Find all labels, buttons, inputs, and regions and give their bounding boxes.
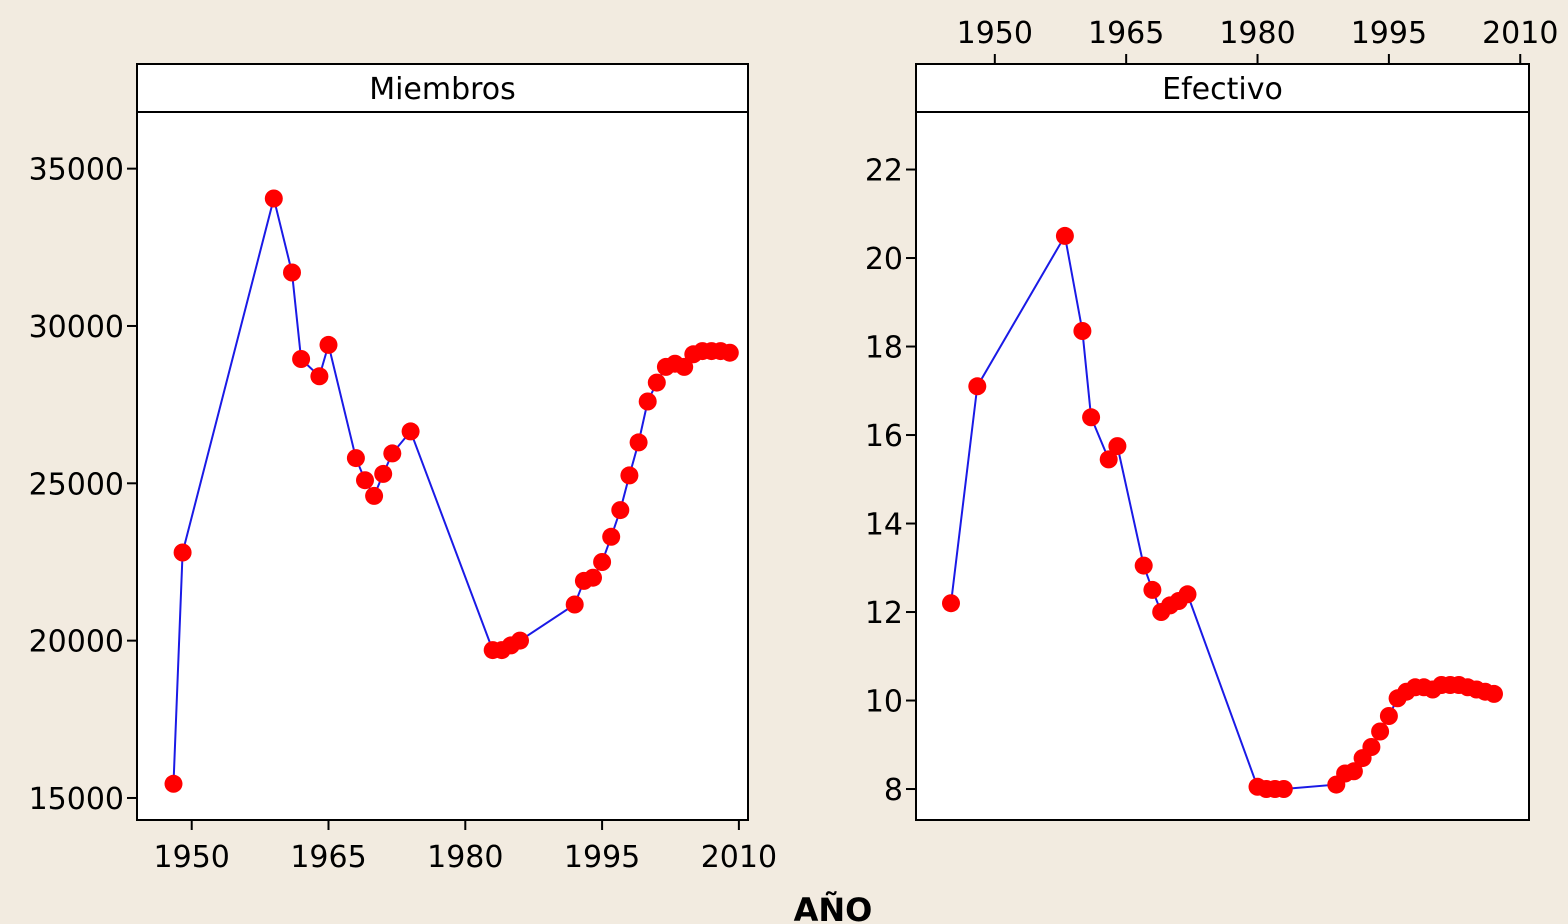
data-point <box>346 449 365 468</box>
x-tick-label: 2010 <box>701 840 777 875</box>
y-tick-label: 15000 <box>29 782 124 817</box>
data-point <box>593 553 612 571</box>
data-point <box>1082 408 1101 427</box>
y-tick-label: 22 <box>865 154 903 189</box>
data-point <box>283 263 301 282</box>
y-tick-label: 18 <box>865 331 903 366</box>
y-tick-label: 20000 <box>29 625 124 660</box>
data-point <box>968 377 987 396</box>
data-point <box>620 466 639 485</box>
data-point <box>720 343 739 362</box>
x-tick-label: 1980 <box>1219 16 1295 51</box>
data-point <box>383 444 402 463</box>
data-point <box>647 373 666 392</box>
data-point <box>1143 580 1162 599</box>
data-point <box>602 527 621 546</box>
data-point <box>1099 450 1118 469</box>
data-point <box>584 568 602 587</box>
data-point <box>264 189 283 208</box>
x-tick-label: 1950 <box>154 840 230 875</box>
x-tick-label: 1980 <box>427 840 503 875</box>
x-axis-label: AÑO <box>794 891 873 924</box>
panel-title: Miembros <box>369 72 516 107</box>
data-point <box>1485 684 1503 703</box>
data-point <box>629 433 648 452</box>
data-point <box>1055 226 1074 245</box>
data-point <box>1108 437 1127 456</box>
data-point <box>675 357 694 376</box>
y-tick-label: 30000 <box>29 310 124 345</box>
data-point <box>611 501 630 520</box>
data-point <box>1362 738 1381 756</box>
x-tick-label: 1965 <box>290 840 366 875</box>
data-point <box>1178 585 1197 604</box>
y-tick-label: 8 <box>884 773 903 808</box>
data-point <box>1344 762 1363 781</box>
y-tick-label: 20 <box>865 242 903 277</box>
plot-frame <box>136 63 749 821</box>
data-point <box>1274 780 1293 798</box>
y-tick-label: 25000 <box>29 467 124 502</box>
data-point <box>1371 722 1390 741</box>
data-point <box>565 595 584 614</box>
data-point <box>292 350 311 368</box>
data-point <box>173 543 192 562</box>
y-tick-label: 12 <box>865 596 903 631</box>
data-point <box>942 594 960 613</box>
data-point <box>1379 707 1398 725</box>
data-point <box>1134 556 1153 575</box>
panel-title: Efectivo <box>1162 72 1283 107</box>
x-tick-label: 1950 <box>957 16 1033 51</box>
y-tick-label: 14 <box>865 508 903 543</box>
data-point <box>1073 322 1092 340</box>
data-point <box>511 631 529 650</box>
data-point <box>310 367 329 386</box>
data-point <box>365 486 384 505</box>
data-point <box>164 774 183 793</box>
y-tick-label: 16 <box>865 419 903 454</box>
x-tick-label: 1965 <box>1088 16 1164 51</box>
plot-frame <box>915 63 1530 821</box>
y-tick-label: 35000 <box>29 153 124 188</box>
y-tick-label: 10 <box>865 685 903 720</box>
data-point <box>401 422 420 441</box>
data-point <box>356 471 374 490</box>
panel-miembros: Miembros 15000 20000 25000 30000 35000 1950 196… <box>29 63 777 875</box>
data-point <box>319 335 338 354</box>
data-point <box>374 464 393 483</box>
x-tick-label: 2010 <box>1482 16 1558 51</box>
x-tick-label: 1995 <box>564 840 640 875</box>
x-tick-label: 1995 <box>1351 16 1427 51</box>
data-point <box>638 392 657 411</box>
panel-efectivo: Efectivo 8 10 12 14 16 18 20 22 1950 1965 1980 1995 2… <box>865 16 1558 821</box>
